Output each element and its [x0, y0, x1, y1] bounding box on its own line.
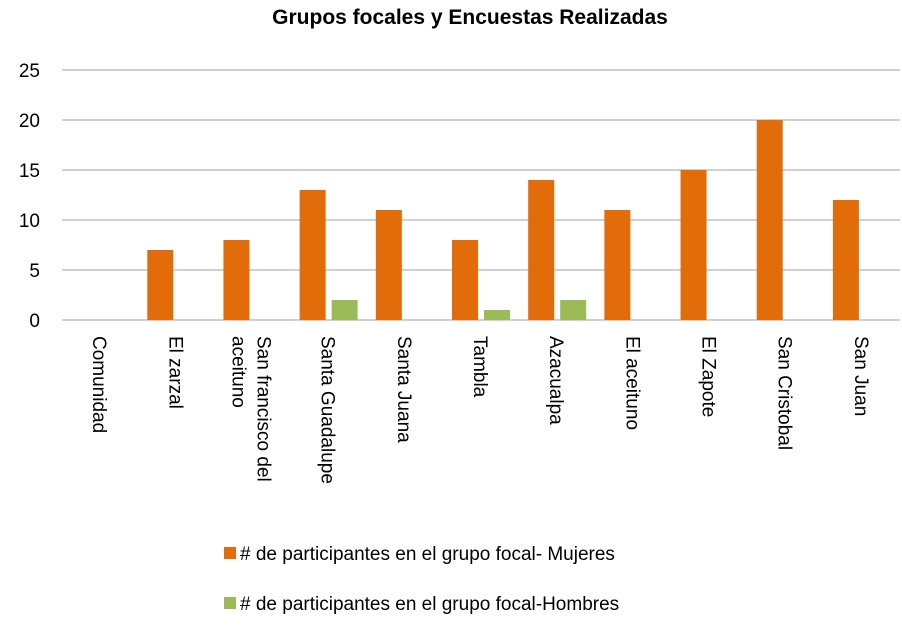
bar	[560, 300, 587, 320]
bar	[484, 310, 510, 320]
x-tick-label: El Zapote	[698, 336, 719, 417]
x-tick-label: San Cristobal	[774, 336, 795, 450]
x-tick-label: Azacualpa	[545, 336, 566, 425]
bar	[375, 210, 402, 320]
x-tick-label: Santa Juana	[393, 336, 414, 443]
bar	[832, 200, 859, 320]
y-tick-label: 20	[19, 111, 40, 132]
y-tick-label: 15	[19, 161, 40, 182]
bar	[680, 170, 707, 320]
bar	[452, 240, 478, 320]
x-tick-label: San francisco delaceituno	[227, 336, 273, 482]
x-tick-label: Comunidad	[88, 336, 109, 433]
bar	[331, 300, 358, 320]
legend-swatch	[224, 547, 236, 559]
x-tick-label: Tambla	[469, 336, 490, 398]
x-tick-label: Santa Guadalupe	[317, 336, 338, 484]
chart-title: Grupos focales y Encuestas Realizadas	[272, 6, 668, 29]
bar	[223, 240, 250, 320]
bar	[147, 250, 174, 320]
y-tick-label: 10	[19, 211, 40, 232]
legend-label: # de participantes en el grupo focal- Mu…	[240, 544, 615, 565]
legend-swatch	[224, 597, 236, 609]
bar	[756, 120, 783, 320]
y-tick-label: 0	[29, 311, 40, 332]
y-tick-label: 25	[19, 61, 40, 82]
x-tick-label: El zarzal	[164, 336, 185, 409]
legend-label: # de participantes en el grupo focal-Hom…	[240, 594, 619, 615]
bar	[528, 180, 555, 320]
x-tick-label: San Juan	[850, 336, 871, 416]
bar	[604, 210, 631, 320]
x-tick-label: El aceituno	[621, 336, 642, 430]
y-tick-label: 5	[29, 261, 40, 282]
bar	[299, 190, 326, 320]
